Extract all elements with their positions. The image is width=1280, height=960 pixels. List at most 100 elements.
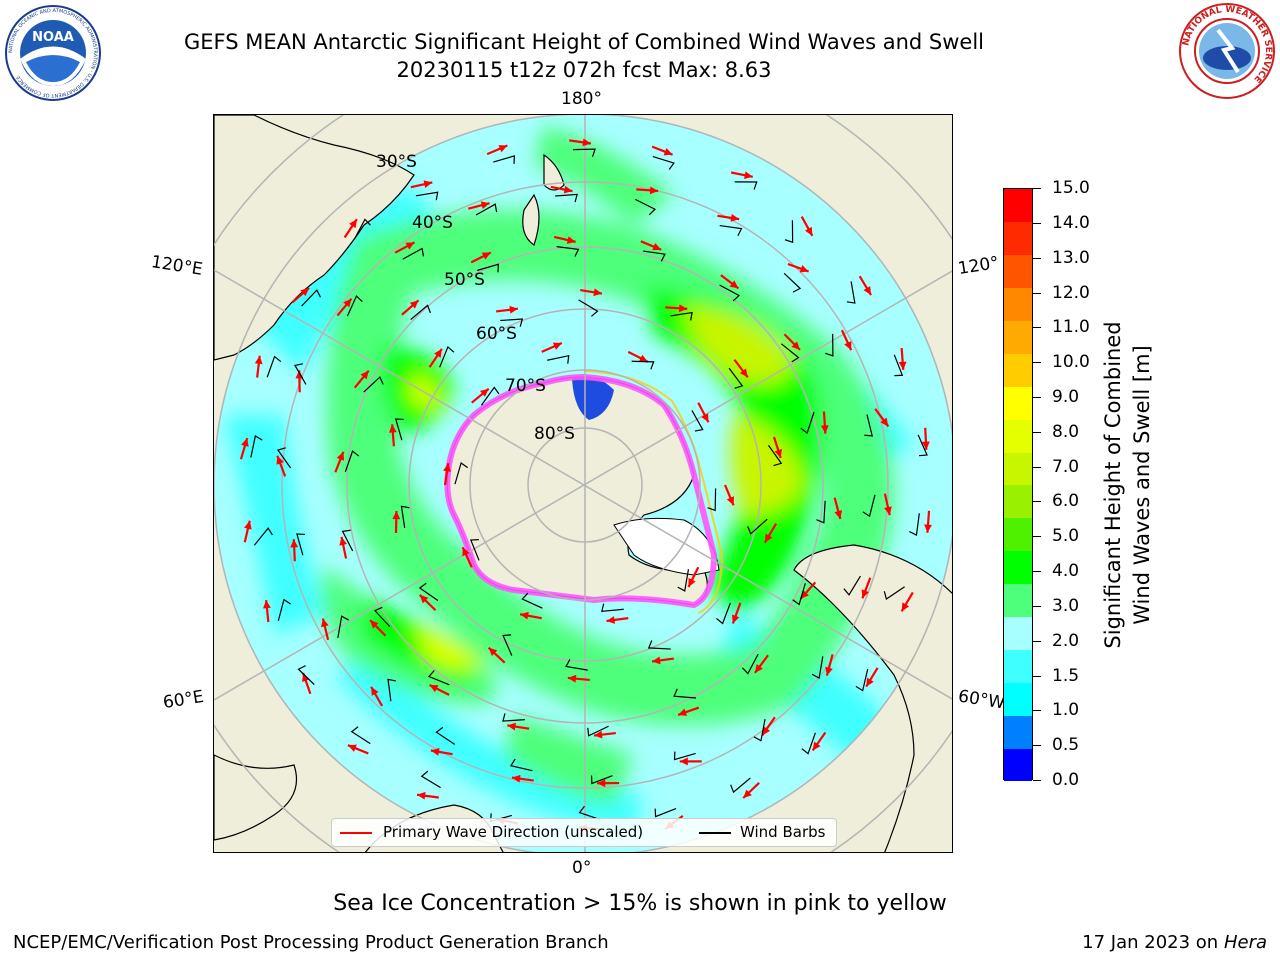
wind-barb <box>469 539 480 561</box>
wind-barb <box>784 220 794 244</box>
wind-barb <box>402 247 425 260</box>
wind-barb <box>394 418 404 441</box>
colorbar-segment <box>1004 287 1032 322</box>
colorbar-tick <box>1033 327 1041 329</box>
wind-barb <box>843 575 861 596</box>
colorbar-tick-label: 11.0 <box>1052 317 1090 338</box>
wave-direction-arrowhead <box>743 789 752 799</box>
wave-direction-arrowhead <box>729 280 739 289</box>
wind-barb <box>509 758 533 772</box>
wave-direction-arrowhead <box>744 171 753 180</box>
colorbar-tick-label: 8.0 <box>1052 421 1080 442</box>
lon-label-60w: 60°W <box>956 686 1007 714</box>
wave-direction-arrowhead <box>649 186 659 195</box>
colorbar-tick-label: 12.0 <box>1052 282 1090 303</box>
footer-date: 17 Jan 2023 on <box>1082 932 1224 953</box>
colorbar-title: Significant Height of Combined Wind Wave… <box>1099 321 1157 648</box>
lon-label-120e: 120°E <box>149 252 204 280</box>
wave-direction-arrowhead <box>388 424 397 433</box>
wave-direction-arrowhead <box>371 686 379 696</box>
wave-direction-arrowhead <box>804 226 813 236</box>
colorbar-tick <box>1033 222 1041 224</box>
wind-barb <box>346 295 363 317</box>
colorbar-segment <box>1004 320 1032 354</box>
wind-barb <box>800 411 815 435</box>
wave-direction-arrowhead <box>349 219 357 229</box>
wind-barb <box>373 606 391 628</box>
nws-logo: NATIONAL WEATHER SERVICE <box>1178 2 1276 100</box>
wind-barb <box>296 533 305 556</box>
noaa-logo: NOAA NATIONAL OCEANIC AND ATMOSPHERIC AD… <box>4 4 102 102</box>
wave-direction-arrowhead <box>825 666 833 676</box>
wave-direction-arrowhead <box>343 298 352 308</box>
wind-barb <box>741 653 759 675</box>
wind-barb <box>846 281 856 304</box>
wind-barb <box>677 569 690 592</box>
colorbar-segment <box>1004 221 1032 256</box>
colorbar-tick-label: 10.0 <box>1052 352 1090 373</box>
wind-barb <box>631 360 655 370</box>
wave-direction-arrowhead <box>336 451 345 461</box>
colorbar-segment <box>1004 616 1032 650</box>
colorbar-tick-label: 1.5 <box>1052 665 1080 686</box>
wind-barb <box>783 272 802 293</box>
wave-direction-arrowhead <box>663 148 673 156</box>
wave-direction-arrowhead <box>730 214 740 222</box>
map-panel <box>213 114 953 853</box>
wave-direction-arrowhead <box>443 463 451 472</box>
wave-direction-arrowhead <box>347 744 357 752</box>
lat-label-60s: 60°S <box>476 324 517 344</box>
colorbar-segment <box>1004 452 1032 486</box>
wind-barb <box>301 289 322 307</box>
wave-direction-arrowhead <box>820 425 829 434</box>
wave-direction-arrowhead <box>498 145 508 153</box>
wind-barb <box>792 583 806 606</box>
wave-direction-arrowhead <box>863 286 872 296</box>
wave-direction-arrowhead <box>552 342 562 350</box>
wave-direction-arrowhead <box>392 511 401 520</box>
colorbar-tick <box>1033 501 1041 503</box>
wave-direction-arrowhead <box>462 547 470 557</box>
wind-barb <box>862 494 876 518</box>
colorbar-segment <box>1004 748 1032 782</box>
wind-barb <box>647 640 671 650</box>
colorbar-tick-label: 2.0 <box>1052 630 1080 651</box>
wave-direction-arrowhead <box>480 201 490 209</box>
wave-direction-arrowhead <box>566 236 576 244</box>
wave-direction-arrowhead <box>488 647 498 657</box>
wind-barb <box>719 284 741 302</box>
wave-direction-arrowhead <box>652 656 661 665</box>
wind-barb <box>294 363 307 385</box>
wind-barb <box>864 414 873 437</box>
wind-barb <box>730 777 751 794</box>
wave-direction-swatch <box>340 832 372 834</box>
graticule <box>214 115 952 852</box>
wave-direction-arrowhead <box>423 180 433 188</box>
lat-label-50s: 50°S <box>444 270 485 290</box>
wind-barb <box>753 719 766 742</box>
colorbar-segment <box>1004 682 1032 716</box>
footer-right: 17 Jan 2023 on Hera <box>1082 932 1267 953</box>
wind-barb <box>670 311 693 321</box>
wind-barb <box>439 345 455 368</box>
wind-barb <box>493 155 516 164</box>
wind-barb <box>893 354 904 377</box>
wave-direction-arrowhead <box>652 243 662 251</box>
wave-direction-arrowhead <box>901 602 910 612</box>
wind-barb <box>673 688 697 699</box>
wind-barb <box>521 592 543 609</box>
wave-direction-arrowhead <box>739 368 748 378</box>
wave-direction-arrowhead <box>563 185 573 194</box>
wind-barb <box>578 805 601 821</box>
wave-direction-arrowhead <box>812 741 821 751</box>
wave-direction-arrowhead <box>834 510 843 519</box>
wave-direction-arrowhead <box>511 774 521 783</box>
footer-machine: Hera <box>1223 932 1267 953</box>
wind-barb <box>277 598 291 622</box>
wind-barb <box>673 751 696 761</box>
colorbar-segment <box>1004 583 1032 618</box>
wind-barb <box>909 513 920 536</box>
colorbar-segment <box>1004 386 1032 420</box>
colorbar-tick <box>1033 675 1041 677</box>
colorbar-tick <box>1033 257 1041 259</box>
